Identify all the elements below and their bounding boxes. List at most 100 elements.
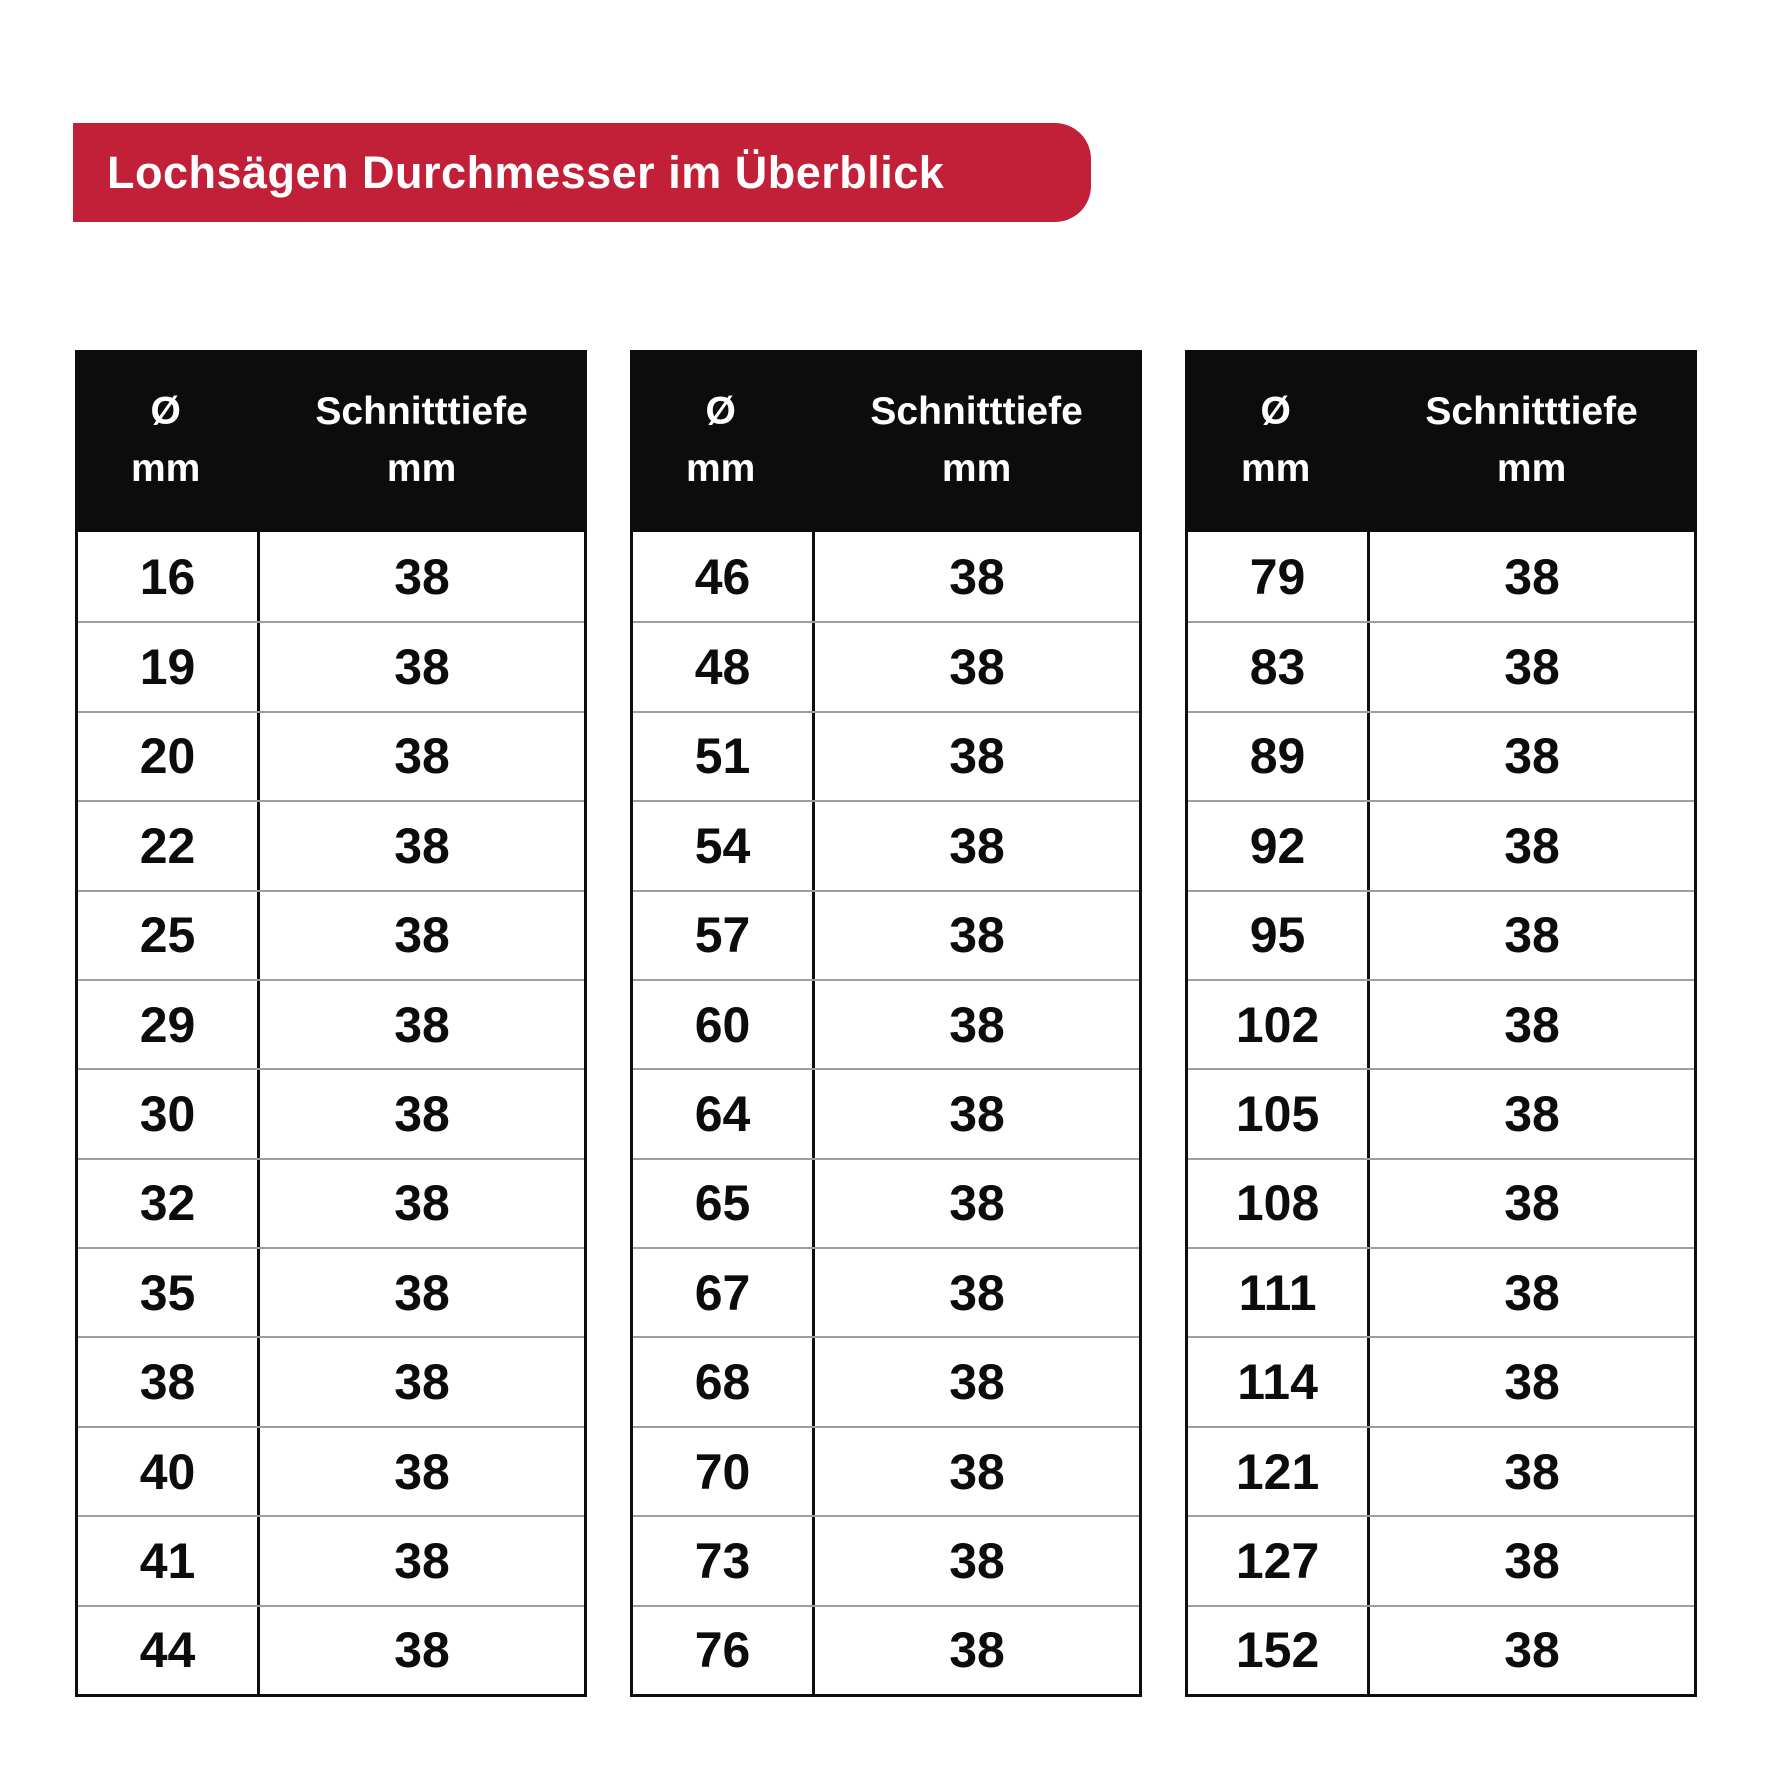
table-row: 73 38 bbox=[633, 1515, 1139, 1605]
page-title: Lochsägen Durchmesser im Überblick bbox=[107, 146, 945, 198]
diameter-cell: 51 bbox=[694, 728, 751, 785]
diameter-cell: 65 bbox=[694, 1175, 751, 1232]
diameter-cell: 35 bbox=[139, 1264, 196, 1321]
holesaw-table-2: Ø mm Schnitttiefe mm 46 38 48 38 51 38 54 38 57 3… bbox=[630, 350, 1142, 1697]
table-row: 105 38 bbox=[1188, 1068, 1694, 1158]
table-header: Ø mm Schnitttiefe mm bbox=[630, 350, 1142, 532]
table-row: 89 38 bbox=[1188, 710, 1694, 801]
diameter-cell: 38 bbox=[139, 1354, 196, 1411]
table-row: 114 38 bbox=[1188, 1336, 1694, 1426]
depth-label: Schnitttiefe bbox=[315, 390, 528, 434]
depth-cell: 38 bbox=[1367, 712, 1694, 801]
table-row: 65 38 bbox=[633, 1157, 1139, 1248]
depth-label: Schnitttiefe bbox=[1425, 390, 1638, 434]
diameter-cell: 70 bbox=[694, 1443, 751, 1500]
diameter-cell: 46 bbox=[694, 548, 751, 605]
diameter-cell: 127 bbox=[1235, 1532, 1320, 1589]
table-row: 60 38 bbox=[633, 978, 1139, 1069]
col-header-diameter: Ø mm bbox=[630, 350, 811, 532]
diameter-symbol: Ø bbox=[1260, 390, 1291, 434]
depth-cell: 38 bbox=[812, 1159, 1139, 1248]
depth-cell: 38 bbox=[812, 1517, 1139, 1605]
title-banner: Lochsägen Durchmesser im Überblick bbox=[73, 123, 1091, 222]
diameter-unit: mm bbox=[1240, 447, 1311, 490]
depth-cell: 38 bbox=[257, 891, 584, 979]
depth-cell: 38 bbox=[257, 712, 584, 801]
holesaw-table-1: Ø mm Schnitttiefe mm 16 38 19 38 20 38 22 38 25 3… bbox=[75, 350, 587, 1697]
table-row: 57 38 bbox=[633, 889, 1139, 979]
table-row: 25 38 bbox=[78, 889, 584, 979]
table-row: 32 38 bbox=[78, 1157, 584, 1248]
depth-cell: 38 bbox=[257, 1606, 584, 1694]
depth-cell: 38 bbox=[1367, 532, 1694, 622]
depth-cell: 38 bbox=[812, 1427, 1139, 1516]
diameter-cell: 152 bbox=[1235, 1622, 1320, 1679]
table-row: 40 38 bbox=[78, 1425, 584, 1516]
table-body-1: 16 38 19 38 20 38 22 38 25 38 29 38 30 38 32 38 35 38 38 38… bbox=[75, 532, 587, 1697]
table-row: 41 38 bbox=[78, 1515, 584, 1605]
depth-cell: 38 bbox=[257, 623, 584, 711]
depth-cell: 38 bbox=[1367, 1517, 1694, 1605]
table-row: 19 38 bbox=[78, 621, 584, 711]
table-row: 44 38 bbox=[78, 1604, 584, 1694]
diameter-cell: 19 bbox=[139, 639, 196, 696]
depth-cell: 38 bbox=[1367, 980, 1694, 1069]
depth-cell: 38 bbox=[812, 712, 1139, 801]
table-row: 16 38 bbox=[78, 532, 584, 622]
depth-cell: 38 bbox=[1367, 802, 1694, 890]
diameter-cell: 83 bbox=[1249, 639, 1306, 696]
depth-cell: 38 bbox=[257, 1427, 584, 1516]
diameter-cell: 40 bbox=[139, 1443, 196, 1500]
depth-unit: mm bbox=[941, 447, 1012, 490]
depth-cell: 38 bbox=[257, 1338, 584, 1426]
diameter-cell: 41 bbox=[139, 1532, 196, 1589]
table-row: 22 38 bbox=[78, 800, 584, 890]
table-row: 83 38 bbox=[1188, 621, 1694, 711]
table-row: 64 38 bbox=[633, 1068, 1139, 1158]
diameter-symbol: Ø bbox=[705, 390, 736, 434]
diameter-cell: 30 bbox=[139, 1085, 196, 1142]
depth-cell: 38 bbox=[257, 1070, 584, 1158]
table-row: 30 38 bbox=[78, 1068, 584, 1158]
table-row: 95 38 bbox=[1188, 889, 1694, 979]
table-row: 121 38 bbox=[1188, 1425, 1694, 1516]
diameter-cell: 64 bbox=[694, 1085, 751, 1142]
diameter-cell: 105 bbox=[1235, 1085, 1320, 1142]
diameter-cell: 54 bbox=[694, 817, 751, 874]
diameter-cell: 79 bbox=[1249, 548, 1306, 605]
table-row: 68 38 bbox=[633, 1336, 1139, 1426]
depth-cell: 38 bbox=[257, 1159, 584, 1248]
depth-cell: 38 bbox=[812, 532, 1139, 622]
diameter-cell: 108 bbox=[1235, 1175, 1320, 1232]
table-row: 48 38 bbox=[633, 621, 1139, 711]
depth-cell: 38 bbox=[812, 1606, 1139, 1694]
col-header-diameter: Ø mm bbox=[1185, 350, 1366, 532]
depth-cell: 38 bbox=[812, 802, 1139, 890]
depth-cell: 38 bbox=[812, 1338, 1139, 1426]
depth-label: Schnitttiefe bbox=[870, 390, 1083, 434]
col-header-depth: Schnitttiefe mm bbox=[1366, 350, 1697, 532]
diameter-unit: mm bbox=[130, 447, 201, 490]
diameter-cell: 68 bbox=[694, 1354, 751, 1411]
diameter-cell: 57 bbox=[694, 907, 751, 964]
diameter-cell: 60 bbox=[694, 996, 751, 1053]
depth-cell: 38 bbox=[1367, 1606, 1694, 1694]
depth-cell: 38 bbox=[1367, 891, 1694, 979]
diameter-cell: 22 bbox=[139, 817, 196, 874]
depth-unit: mm bbox=[386, 447, 457, 490]
diameter-cell: 114 bbox=[1237, 1354, 1318, 1411]
depth-cell: 38 bbox=[1367, 1338, 1694, 1426]
diameter-cell: 95 bbox=[1249, 907, 1306, 964]
col-header-depth: Schnitttiefe mm bbox=[811, 350, 1142, 532]
depth-unit: mm bbox=[1496, 447, 1567, 490]
diameter-cell: 92 bbox=[1249, 817, 1306, 874]
diameter-cell: 32 bbox=[139, 1175, 196, 1232]
diameter-cell: 44 bbox=[139, 1622, 196, 1679]
col-header-depth: Schnitttiefe mm bbox=[256, 350, 587, 532]
table-body-2: 46 38 48 38 51 38 54 38 57 38 60 38 64 38 65 38 67 38 68 38… bbox=[630, 532, 1142, 1697]
diameter-cell: 102 bbox=[1235, 996, 1320, 1053]
depth-cell: 38 bbox=[1367, 623, 1694, 711]
table-row: 70 38 bbox=[633, 1425, 1139, 1516]
depth-cell: 38 bbox=[812, 1249, 1139, 1337]
col-header-diameter: Ø mm bbox=[75, 350, 256, 532]
